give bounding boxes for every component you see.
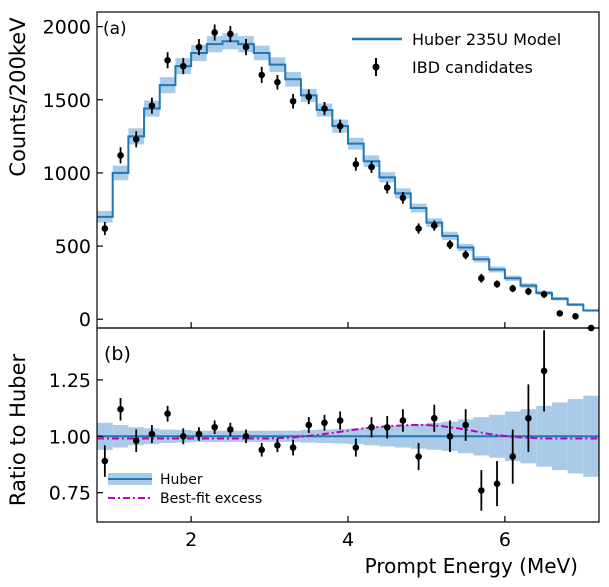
data-point bbox=[117, 152, 124, 159]
data-point bbox=[509, 285, 517, 292]
panel-b-legend: Huber Best-fit excess bbox=[108, 472, 262, 507]
y-tick-label: 1.00 bbox=[49, 426, 91, 448]
data-point bbox=[478, 274, 485, 282]
data-point bbox=[132, 135, 140, 143]
data-point bbox=[305, 93, 313, 101]
panel-a-y-axis-label: Counts/200keV bbox=[6, 17, 30, 177]
x-axis-label: Prompt Energy (MeV) bbox=[365, 554, 578, 578]
panel-a-label: (a) bbox=[103, 19, 127, 39]
ratio-point bbox=[399, 417, 407, 424]
data-point bbox=[195, 43, 203, 51]
ratio-point bbox=[478, 487, 485, 494]
data-point bbox=[336, 122, 344, 130]
data-point bbox=[274, 78, 281, 86]
legend-model-label: Huber 235U Model bbox=[412, 30, 561, 49]
ratio-point bbox=[368, 423, 375, 431]
data-point bbox=[525, 288, 532, 295]
ratio-point bbox=[101, 457, 109, 465]
ratio-point bbox=[509, 453, 517, 460]
data-point bbox=[321, 105, 328, 112]
ratio-point bbox=[242, 432, 250, 440]
data-point bbox=[101, 225, 109, 232]
data-point bbox=[430, 222, 438, 229]
data-point bbox=[462, 251, 469, 259]
data-point bbox=[148, 102, 156, 109]
data-point bbox=[556, 310, 564, 317]
ratio-point bbox=[430, 414, 438, 422]
data-point bbox=[572, 312, 579, 320]
data-point bbox=[540, 291, 548, 298]
y-tick-label: 2000 bbox=[43, 17, 91, 39]
panel-b-label: (b) bbox=[104, 343, 131, 365]
ratio-point bbox=[211, 423, 218, 431]
ratio-point bbox=[305, 421, 313, 429]
panel-b-excess-curve bbox=[97, 424, 599, 440]
panel-b-data-points bbox=[101, 330, 548, 511]
ratio-point bbox=[117, 405, 124, 413]
panel-a-legend: Huber 235U Model IBD candidates bbox=[352, 30, 561, 77]
ratio-point bbox=[446, 432, 454, 440]
y-tick-label: 500 bbox=[55, 236, 91, 258]
ratio-point bbox=[462, 421, 469, 429]
panel-a-data-points bbox=[101, 24, 595, 332]
y-tick-label: 1.25 bbox=[49, 370, 91, 392]
legend-data-marker bbox=[372, 63, 380, 71]
panel-b: 0.75 1.00 1.25 2 4 6 (b) Ratio to Huber Prom… bbox=[6, 327, 600, 578]
data-point bbox=[446, 241, 454, 248]
ratio-point bbox=[493, 480, 501, 487]
ratio-point bbox=[164, 410, 171, 418]
data-point bbox=[179, 62, 187, 70]
data-point bbox=[399, 194, 407, 202]
x-tick-label: 4 bbox=[342, 529, 354, 551]
ratio-point bbox=[540, 367, 548, 375]
ratio-point bbox=[258, 446, 266, 454]
x-tick-label: 6 bbox=[499, 529, 511, 551]
panel-a-y-ticks: 0 500 1000 1500 2000 bbox=[43, 17, 103, 331]
panel-b-y-ticks: 0.75 1.00 1.25 bbox=[49, 370, 103, 505]
data-point bbox=[383, 184, 391, 191]
ratio-point bbox=[227, 426, 234, 433]
ratio-point bbox=[195, 430, 203, 438]
data-point bbox=[415, 225, 422, 232]
data-point bbox=[352, 160, 360, 168]
data-point bbox=[227, 30, 234, 38]
ratio-point bbox=[274, 442, 281, 449]
ratio-point bbox=[132, 437, 140, 445]
ratio-point bbox=[415, 453, 422, 460]
y-tick-label: 0.75 bbox=[49, 483, 91, 505]
panel-b-x-ticks: 2 4 6 bbox=[185, 516, 511, 551]
ratio-point bbox=[179, 432, 187, 440]
data-point bbox=[493, 280, 501, 288]
ratio-point bbox=[352, 444, 360, 451]
ratio-point bbox=[148, 430, 156, 438]
data-point bbox=[258, 71, 266, 79]
legend-data-label: IBD candidates bbox=[412, 58, 533, 77]
excess-curve bbox=[97, 424, 599, 440]
data-point bbox=[211, 29, 218, 36]
ratio-point bbox=[336, 417, 344, 424]
panel-b-y-axis-label: Ratio to Huber bbox=[6, 353, 30, 506]
y-tick-label: 1000 bbox=[43, 163, 91, 185]
legend-huber-label: Huber bbox=[160, 472, 203, 488]
x-tick-label: 2 bbox=[185, 529, 197, 551]
legend-excess-label: Best-fit excess bbox=[160, 491, 262, 507]
ratio-point bbox=[383, 423, 391, 431]
y-tick-label: 1500 bbox=[43, 90, 91, 112]
data-point bbox=[164, 56, 171, 64]
data-point bbox=[242, 43, 250, 51]
y-tick-label: 0 bbox=[79, 309, 91, 331]
panel-a: 0 500 1000 1500 2000 (a) Counts/200keV Huber… bbox=[6, 11, 600, 332]
data-point bbox=[289, 97, 297, 105]
panel-a-x-ticks bbox=[190, 322, 506, 328]
ratio-point bbox=[289, 444, 297, 451]
ratio-point bbox=[321, 419, 328, 427]
ratio-point bbox=[525, 414, 532, 422]
data-point bbox=[368, 163, 375, 171]
